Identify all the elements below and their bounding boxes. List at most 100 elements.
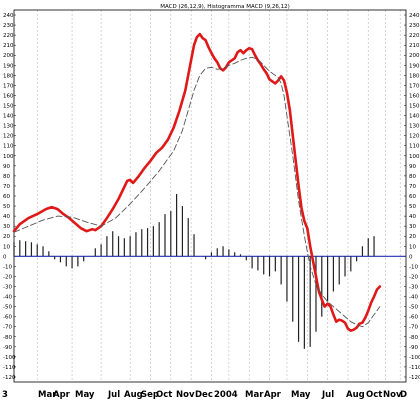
- y-tick-label-left: 40: [3, 214, 10, 220]
- y-tick-label-right: -20: [409, 274, 418, 280]
- y-tick-label-left: -20: [3, 274, 12, 280]
- y-tick-label-left: 170: [3, 83, 14, 89]
- y-tick-label-right: 10: [409, 244, 416, 250]
- y-tick-label-left: 90: [3, 164, 10, 170]
- y-tick-label-right: -110: [409, 365, 420, 371]
- y-tick-label-right: -90: [409, 345, 418, 351]
- y-tick-label-left: 230: [3, 23, 14, 29]
- x-month-label: Aug: [346, 390, 365, 400]
- y-tick-label-left: 20: [3, 234, 10, 240]
- series-layer: [12, 32, 382, 332]
- y-tick-label-right: 210: [409, 43, 420, 49]
- axis-layer: [13, 9, 407, 383]
- y-tick-label-right: -80: [409, 335, 418, 341]
- y-tick-label-right: 160: [409, 93, 420, 99]
- y-tick-label-right: 240: [409, 13, 420, 19]
- x-month-label: Mar: [245, 390, 264, 400]
- y-tick-label-left: -30: [3, 284, 12, 290]
- y-tick-label-right: 130: [409, 124, 420, 130]
- y-tick-label-right: 50: [409, 204, 416, 210]
- y-tick-label-left: 130: [3, 124, 14, 130]
- x-month-label: Nov: [176, 390, 195, 400]
- x-month-label: Oct: [156, 390, 172, 400]
- y-tick-label-left: 10: [3, 244, 10, 250]
- x-month-label: Dec: [195, 390, 213, 400]
- x-month-label: Mar: [38, 390, 57, 400]
- y-tick-label-left: 160: [3, 93, 14, 99]
- y-tick-label-left: -100: [3, 355, 16, 361]
- x-month-label: Sep: [141, 390, 159, 400]
- x-month-label: Jul: [321, 390, 334, 400]
- x-month-label: 2004: [214, 390, 238, 400]
- y-tick-label-right: 140: [409, 114, 420, 120]
- chart-title: MACD (26,12,9), Histogramma MACD (9,26,1…: [160, 4, 290, 10]
- y-tick-label-left: 190: [3, 63, 14, 69]
- y-tick-label-left: -90: [3, 345, 12, 351]
- y-tick-label-left: 110: [3, 144, 14, 150]
- y-tick-label-right: -30: [409, 284, 418, 290]
- y-tick-label-right: 90: [409, 164, 416, 170]
- y-tick-label-right: 230: [409, 23, 420, 29]
- y-tick-label-right: 20: [409, 234, 416, 240]
- x-month-label: D: [400, 390, 407, 400]
- y-tick-label-right: -10: [409, 264, 418, 270]
- y-tick-label-left: 240: [3, 13, 14, 19]
- y-tick-label-left: 140: [3, 114, 14, 120]
- macd-series-line: [12, 32, 382, 332]
- y-tick-label-left: 200: [3, 53, 14, 59]
- x-month-label: Apr: [264, 390, 282, 400]
- y-tick-label-right: -40: [409, 295, 418, 301]
- y-tick-label-left: 30: [3, 224, 10, 230]
- y-tick-label-left: -80: [3, 335, 12, 341]
- y-tick-label-right: -50: [409, 305, 418, 311]
- y-tick-label-left: 120: [3, 134, 14, 140]
- x-month-label: Oct: [366, 390, 382, 400]
- y-tick-label-right: 170: [409, 83, 420, 89]
- y-tick-label-left: -60: [3, 315, 12, 321]
- x-month-label: May: [75, 390, 95, 400]
- y-tick-label-right: 80: [409, 174, 416, 180]
- y-tick-label-right: 200: [409, 53, 420, 59]
- y-tick-label-left: 80: [3, 174, 10, 180]
- y-tick-label-left: 100: [3, 154, 14, 160]
- y-tick-label-right: 0: [409, 254, 413, 260]
- y-tick-label-left: -10: [3, 264, 12, 270]
- y-tick-label-left: 150: [3, 104, 14, 110]
- x-month-label: Jul: [107, 390, 120, 400]
- y-tick-label-right: 70: [409, 184, 416, 190]
- y-tick-label-right: 100: [409, 154, 420, 160]
- y-tick-label-right: -100: [409, 355, 420, 361]
- y-tick-label-left: 210: [3, 43, 14, 49]
- y-tick-label-right: 40: [409, 214, 416, 220]
- y-tick-label-right: 30: [409, 224, 416, 230]
- signal-series-line: [13, 56, 381, 328]
- y-tick-label-left: 220: [3, 33, 14, 39]
- y-tick-label-left: -110: [3, 365, 16, 371]
- y-tick-label-right: -70: [409, 325, 418, 331]
- y-tick-label-right: 150: [409, 104, 420, 110]
- y-tick-label-left: 60: [3, 194, 10, 200]
- y-tick-label-right: -120: [409, 375, 420, 381]
- y-tick-label-left: -70: [3, 325, 12, 331]
- y-tick-label-right: 190: [409, 63, 420, 69]
- y-tick-label-left: 70: [3, 184, 10, 190]
- y-tick-label-left: 50: [3, 204, 10, 210]
- y-tick-label-left: -40: [3, 295, 12, 301]
- y-tick-label-left: -50: [3, 305, 12, 311]
- histogram-layer: [13, 193, 375, 349]
- label-layer: -120 -120-110 -110-100 -100-90 -90-80 -80-70-…: [2, 13, 420, 400]
- x-month-label: Nov: [383, 390, 402, 400]
- grid-layer: [36, 10, 401, 382]
- y-tick-label-right: 110: [409, 144, 420, 150]
- y-tick-label-left: -120: [3, 375, 16, 381]
- x-month-label: 3: [2, 390, 8, 400]
- x-month-label: May: [291, 390, 311, 400]
- y-tick-label-right: 120: [409, 134, 420, 140]
- y-tick-label-left: 0: [3, 254, 7, 260]
- y-tick-label-right: 220: [409, 33, 420, 39]
- y-tick-label-right: 180: [409, 73, 420, 79]
- y-tick-label-left: 180: [3, 73, 14, 79]
- x-month-label: Aug: [124, 390, 143, 400]
